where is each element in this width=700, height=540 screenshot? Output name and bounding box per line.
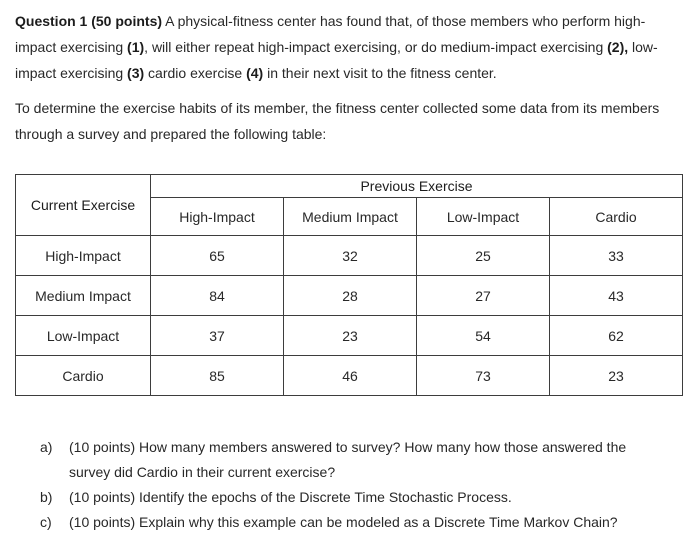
table-cell: 27 — [416, 275, 550, 316]
table-row: High-Impact 65 32 25 33 — [15, 235, 683, 276]
question-text: (10 points) Explain why this example can… — [69, 514, 618, 530]
question-item: d)(20 points) Explain the Stationarity a… — [40, 535, 685, 540]
table-cell: 54 — [416, 315, 550, 356]
column-header: High-Impact — [150, 197, 284, 236]
survey-paragraph: To determine the exercise habits of its … — [15, 100, 660, 142]
table-cell: 84 — [150, 275, 284, 316]
question-marker: c) — [40, 514, 52, 530]
row-label: Medium Impact — [15, 275, 151, 316]
question-text: (20 points) Explain the Stationarity ass… — [69, 535, 685, 540]
row-label: Low-Impact — [15, 315, 151, 356]
table-cell: 65 — [150, 235, 284, 276]
table-cell: 25 — [416, 235, 550, 276]
intro-text-segment: in their next visit to the fitness cente… — [263, 65, 497, 81]
question-item: c) (10 points) Explain why this example c… — [40, 510, 685, 535]
exercise-transition-table: Current Exercise Previous Exercise High-Im… — [15, 174, 683, 396]
question-marker: d) — [40, 535, 69, 540]
table-cell: 28 — [283, 275, 417, 316]
intro-text-segment: A physical-fitness center has found that… — [15, 13, 646, 55]
intro-bold-segment: (1) — [127, 39, 145, 55]
table-cell: 43 — [549, 275, 683, 316]
question-marker: b) — [40, 489, 53, 505]
table-row: Medium Impact 84 28 27 43 — [15, 275, 683, 316]
table-row: Cardio 85 46 73 23 — [15, 355, 683, 396]
table-cell: 46 — [283, 355, 417, 396]
intro-bold-segment: Question 1 (50 points) — [15, 13, 163, 29]
table-cell: 23 — [283, 315, 417, 356]
question-item: a) (10 points) How many members answered … — [40, 435, 685, 485]
intro-text-segment: cardio exercise — [144, 65, 247, 81]
question-item: b) (10 points) Identify the epochs of the… — [40, 485, 685, 510]
question-list: a) (10 points) How many members answered … — [40, 435, 685, 540]
intro-bold-segment: (3) — [127, 65, 145, 81]
column-header: Medium Impact — [283, 197, 417, 236]
question-intro-paragraph: Question 1 (50 points) A physical-fitnes… — [15, 8, 685, 86]
question-text: (10 points) Identify the epochs of the D… — [69, 489, 512, 505]
table-cell: 32 — [283, 235, 417, 276]
intro-bold-segment: (2), — [607, 39, 629, 55]
table-cell: 23 — [549, 355, 683, 396]
row-label: Cardio — [15, 355, 151, 396]
intro-text-segment: low-impact exercising — [15, 39, 658, 81]
table-row: Low-Impact 37 23 54 62 — [15, 315, 683, 356]
column-header: Low-Impact — [416, 197, 550, 236]
table-cell: 73 — [416, 355, 550, 396]
corner-header: Current Exercise — [15, 174, 151, 236]
row-label: High-Impact — [15, 235, 151, 276]
group-header: Previous Exercise — [150, 174, 683, 198]
question-marker: a) — [40, 439, 53, 455]
table-cell: 62 — [549, 315, 683, 356]
table-cell: 33 — [549, 235, 683, 276]
table-header-row: Current Exercise Previous Exercise — [15, 174, 683, 236]
column-header: Cardio — [549, 197, 683, 236]
question-text: (10 points) How many members answered to… — [69, 439, 627, 480]
table-subheader-row: High-Impact Medium Impact Low-Impact Cardio — [16, 197, 683, 236]
table-cell: 85 — [150, 355, 284, 396]
intro-text-segment: , will either repeat high-impact exercis… — [144, 39, 608, 55]
intro-bold-segment: (4) — [246, 65, 264, 81]
table-cell: 37 — [150, 315, 284, 356]
